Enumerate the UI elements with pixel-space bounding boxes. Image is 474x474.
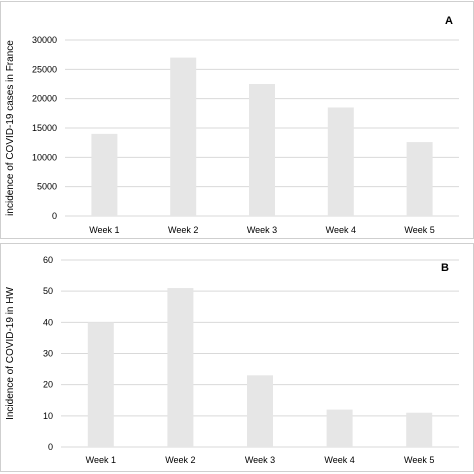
panel-label-b: B <box>441 262 449 274</box>
bar-b-week-5 <box>406 412 433 447</box>
x-tick-label-b-0: Week 1 <box>86 455 116 465</box>
y-tick-label-a-6: 30000 <box>32 35 57 45</box>
x-tick-label-b-4: Week 5 <box>404 455 434 465</box>
bar-a-week-3 <box>249 84 275 216</box>
y-tick-label-b-6: 60 <box>43 255 53 265</box>
y-tick-label-b-4: 40 <box>43 317 53 327</box>
x-tick-label-b-2: Week 3 <box>245 455 275 465</box>
bar-a-week-2 <box>170 57 197 216</box>
y-axis-title-a: incidence of COVID-19 cases in France <box>5 40 16 216</box>
x-tick-label-a-3: Week 4 <box>326 225 356 235</box>
y-tick-label-a-5: 25000 <box>32 64 57 74</box>
y-tick-label-b-3: 30 <box>43 349 53 359</box>
x-tick-label-a-2: Week 3 <box>247 225 277 235</box>
y-tick-label-b-1: 10 <box>43 411 53 421</box>
panel-label-a: A <box>445 15 453 27</box>
bar-a-week-4 <box>327 107 354 216</box>
y-tick-label-b-2: 20 <box>43 380 53 390</box>
chart-b-svg: 0 10 20 30 40 50 60 Week 1 Week 2 Week 3 Week 4 Wee… <box>5 255 459 465</box>
bar-a-week-1 <box>91 133 118 216</box>
x-tick-label-a-4: Week 5 <box>404 225 434 235</box>
y-tick-label-a-3: 15000 <box>32 123 57 133</box>
bar-b-week-1 <box>87 322 114 447</box>
y-tick-label-a-2: 10000 <box>32 152 57 162</box>
bar-b-week-2 <box>167 288 194 447</box>
y-tick-label-a-0: 0 <box>52 211 57 221</box>
bar-a-week-5 <box>406 142 433 216</box>
x-tick-label-a-1: Week 2 <box>168 225 198 235</box>
y-tick-label-a-4: 20000 <box>32 94 57 104</box>
y-tick-label-a-1: 5000 <box>37 182 57 192</box>
bar-b-week-3 <box>247 375 273 447</box>
x-tick-label-b-1: Week 2 <box>165 455 195 465</box>
y-axis-title-b: Incidence of COVID-19 in HW <box>5 287 16 420</box>
chart-panel-a: 0 5000 10000 15000 20000 25000 30000 Week 1 Week… <box>0 1 474 239</box>
chart-a-svg: 0 5000 10000 15000 20000 25000 30000 Week 1 Week… <box>5 15 459 235</box>
x-tick-label-b-3: Week 4 <box>324 455 354 465</box>
bar-b-week-4 <box>326 409 353 447</box>
y-tick-label-b-5: 50 <box>43 286 53 296</box>
y-tick-label-b-0: 0 <box>48 442 53 452</box>
x-tick-label-a-0: Week 1 <box>89 225 119 235</box>
chart-panel-b: 0 10 20 30 40 50 60 Week 1 Week 2 Week 3 Week 4 Wee… <box>0 243 474 472</box>
